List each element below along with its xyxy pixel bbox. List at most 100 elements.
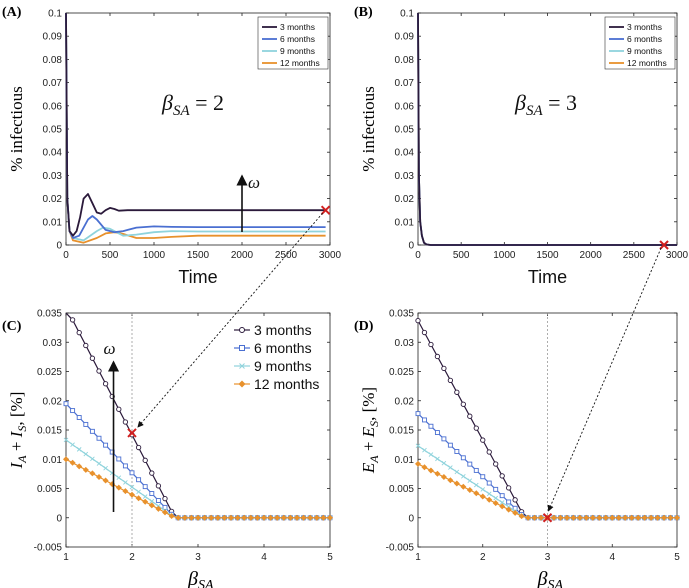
data-point bbox=[149, 491, 155, 497]
data-point bbox=[493, 486, 499, 492]
data-point bbox=[96, 473, 102, 480]
data-point bbox=[135, 444, 142, 451]
legend-box bbox=[604, 16, 676, 70]
data-point bbox=[307, 514, 314, 521]
data-point bbox=[486, 449, 492, 455]
data-point bbox=[467, 478, 473, 484]
y-tick-label: 0.1 bbox=[400, 9, 414, 20]
data-point bbox=[70, 408, 76, 414]
panel-label: (A) bbox=[2, 5, 22, 20]
data-point bbox=[313, 514, 320, 521]
data-point bbox=[505, 485, 512, 491]
y-tick-label: 0.07 bbox=[43, 78, 63, 89]
data-point bbox=[103, 465, 108, 471]
y-tick-label: 0.035 bbox=[37, 309, 62, 320]
legend-label: 9 months bbox=[280, 46, 315, 56]
panel-c: (C) 1 2 3 4 5 -0.005 0 0.005 0.01 0.015 0.02 0.025 0.… bbox=[2, 309, 333, 588]
data-point bbox=[480, 474, 486, 480]
data-point bbox=[181, 514, 188, 521]
data-point bbox=[460, 483, 467, 490]
y-tick-label: 0.06 bbox=[395, 101, 415, 112]
x-tick-label: 1 bbox=[63, 552, 69, 563]
beta-annotation: βSA = 3 bbox=[514, 90, 577, 119]
y-tick-label: 0 bbox=[408, 513, 414, 524]
data-point bbox=[280, 514, 287, 521]
y-tick-label: 0.02 bbox=[43, 396, 63, 407]
y-tick-label: 0.07 bbox=[395, 78, 415, 89]
legend-label: 12 months bbox=[627, 58, 667, 68]
data-point bbox=[441, 460, 447, 466]
data-point bbox=[505, 506, 512, 513]
data-point bbox=[188, 514, 195, 521]
x-tick-label: 1000 bbox=[493, 250, 516, 261]
data-point bbox=[512, 509, 519, 516]
data-point bbox=[102, 381, 109, 387]
data-point bbox=[422, 417, 427, 423]
data-point bbox=[499, 493, 505, 499]
data-point bbox=[96, 461, 102, 466]
x-tick-label: 5 bbox=[674, 552, 680, 563]
data-point bbox=[654, 514, 661, 521]
x-axis-label: Time bbox=[528, 267, 567, 287]
data-point bbox=[461, 474, 466, 479]
data-point bbox=[162, 504, 168, 510]
data-point bbox=[493, 461, 499, 467]
legend-label: 12 months bbox=[254, 376, 319, 392]
data-point bbox=[116, 456, 122, 462]
data-point bbox=[122, 419, 129, 425]
legend-marker bbox=[239, 327, 245, 333]
data-point bbox=[454, 449, 460, 454]
x-tick-label: 0 bbox=[415, 250, 421, 261]
data-point bbox=[162, 495, 168, 502]
omega-label: ω bbox=[104, 339, 116, 358]
data-point bbox=[467, 461, 473, 467]
data-point bbox=[454, 469, 460, 475]
legend-label: 6 months bbox=[280, 34, 315, 44]
y-axis-label: IA + IS, [%] bbox=[7, 392, 29, 470]
data-point bbox=[96, 435, 102, 441]
data-point bbox=[550, 514, 557, 521]
y-tick-label: 0.015 bbox=[37, 426, 62, 437]
data-point bbox=[460, 455, 466, 461]
data-point bbox=[261, 514, 267, 521]
data-point bbox=[149, 498, 155, 504]
data-point bbox=[155, 498, 161, 503]
x-tick-label: 1500 bbox=[187, 250, 210, 261]
data-point bbox=[435, 456, 440, 462]
data-point bbox=[453, 480, 460, 487]
data-point bbox=[287, 514, 294, 521]
data-point bbox=[76, 447, 82, 452]
x-tick-label: 3000 bbox=[666, 250, 689, 261]
data-point bbox=[460, 401, 466, 407]
data-point bbox=[415, 443, 421, 449]
data-point bbox=[434, 353, 441, 360]
data-point bbox=[447, 477, 454, 484]
data-point bbox=[628, 514, 635, 521]
data-point bbox=[454, 389, 460, 395]
data-point bbox=[142, 494, 148, 499]
data-point bbox=[274, 514, 281, 521]
series-line-3-months bbox=[65, 12, 326, 237]
y-tick-label: 0.09 bbox=[43, 32, 63, 43]
highlight-marker bbox=[659, 240, 669, 250]
highlight-marker bbox=[320, 205, 331, 215]
data-point bbox=[168, 512, 175, 519]
data-point bbox=[486, 480, 492, 486]
data-point bbox=[63, 437, 69, 443]
omega-label: ω bbox=[248, 173, 260, 192]
y-tick-label: 0.005 bbox=[37, 484, 62, 495]
legend-label: 3 months bbox=[254, 322, 312, 338]
data-point bbox=[427, 467, 434, 474]
data-point bbox=[428, 423, 434, 429]
data-point bbox=[518, 513, 525, 520]
data-point bbox=[576, 514, 583, 521]
data-point bbox=[115, 484, 122, 491]
x-tick-label: 2500 bbox=[623, 250, 646, 261]
legend-label: 6 months bbox=[254, 340, 312, 356]
data-point bbox=[480, 437, 486, 443]
y-tick-label: 0.005 bbox=[389, 484, 414, 495]
data-point bbox=[447, 377, 454, 383]
x-tick-label: 1000 bbox=[143, 250, 166, 261]
y-tick-label: 0.01 bbox=[395, 217, 415, 228]
